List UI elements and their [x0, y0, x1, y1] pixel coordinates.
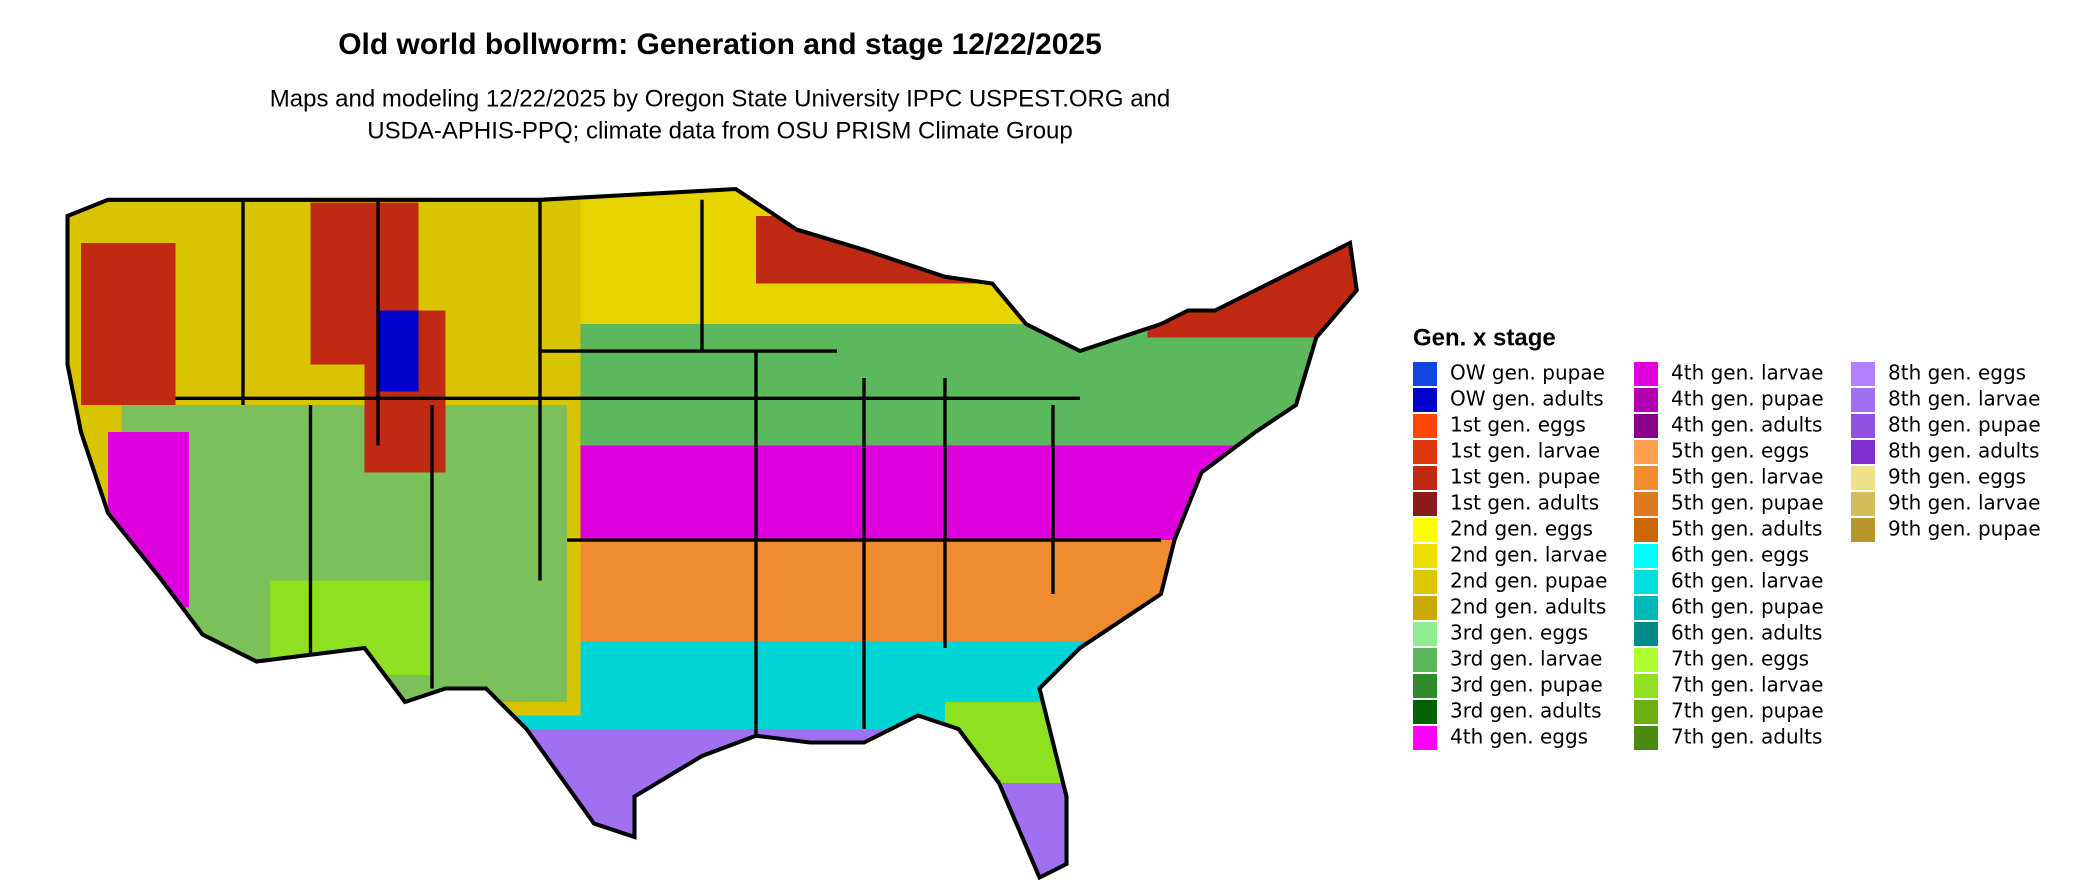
legend-label: 4th gen. adults	[1671, 413, 1822, 437]
legend-swatch	[1634, 622, 1658, 646]
legend-swatch	[1413, 362, 1437, 386]
legend-swatch	[1413, 414, 1437, 438]
subtitle: Maps and modeling 12/22/2025 by Oregon S…	[270, 85, 1170, 112]
legend-swatch	[1634, 466, 1658, 490]
legend-swatch	[1413, 440, 1437, 464]
legend-swatch	[1851, 414, 1875, 438]
legend-swatch	[1634, 518, 1658, 542]
legend-swatch	[1413, 466, 1437, 490]
subtitle: USDA-APHIS-PPQ; climate data from OSU PR…	[367, 117, 1073, 144]
legend-swatch	[1413, 544, 1437, 568]
legend-label: 7th gen. eggs	[1671, 647, 1809, 671]
legend-swatch	[1634, 570, 1658, 594]
legend-label: 6th gen. adults	[1671, 621, 1822, 645]
legend-swatch	[1413, 596, 1437, 620]
legend-label: 3rd gen. pupae	[1450, 673, 1603, 697]
legend-title: Gen. x stage	[1413, 324, 1556, 351]
legend-label: 6th gen. eggs	[1671, 543, 1809, 567]
legend-label: 3rd gen. larvae	[1450, 647, 1602, 671]
legend-label: 1st gen. larvae	[1450, 439, 1600, 463]
legend-label: 5th gen. pupae	[1671, 491, 1824, 515]
legend-label: 7th gen. adults	[1671, 725, 1822, 749]
legend-swatch	[1851, 440, 1875, 464]
legend-label: 2nd gen. pupae	[1450, 569, 1607, 593]
legend-swatch	[1851, 388, 1875, 412]
legend-label: 8th gen. eggs	[1888, 361, 2026, 385]
legend-swatch	[1413, 622, 1437, 646]
legend-label: 4th gen. eggs	[1450, 725, 1588, 749]
legend-swatch	[1634, 700, 1658, 724]
legend-swatch	[1413, 388, 1437, 412]
legend-label: 4th gen. pupae	[1671, 387, 1824, 411]
legend-swatch	[1413, 648, 1437, 672]
legend-swatch	[1851, 518, 1875, 542]
legend-label: 9th gen. eggs	[1888, 465, 2026, 489]
legend-swatch	[1851, 466, 1875, 490]
legend-swatch	[1413, 674, 1437, 698]
legend-swatch	[1634, 440, 1658, 464]
legend-label: 8th gen. larvae	[1888, 387, 2040, 411]
legend-swatch	[1634, 544, 1658, 568]
legend-swatch	[1851, 492, 1875, 516]
legend-label: 1st gen. pupae	[1450, 465, 1600, 489]
legend-label: OW gen. adults	[1450, 387, 1604, 411]
legend-label: 7th gen. pupae	[1671, 699, 1824, 723]
legend-label: 5th gen. eggs	[1671, 439, 1809, 463]
legend-swatch	[1413, 492, 1437, 516]
legend-label: 3rd gen. eggs	[1450, 621, 1588, 645]
legend-swatch	[1634, 726, 1658, 750]
legend-swatch	[1634, 648, 1658, 672]
map	[65, 186, 1359, 881]
legend-label: 8th gen. adults	[1888, 439, 2039, 463]
legend-label: 8th gen. pupae	[1888, 413, 2041, 437]
legend-label: 2nd gen. eggs	[1450, 517, 1593, 541]
legend-label: 1st gen. adults	[1450, 491, 1599, 515]
legend-swatch	[1413, 700, 1437, 724]
legend-swatch	[1413, 726, 1437, 750]
legend-swatch	[1634, 492, 1658, 516]
legend-swatch	[1634, 388, 1658, 412]
legend-label: OW gen. pupae	[1450, 361, 1605, 385]
legend-label: 7th gen. larvae	[1671, 673, 1823, 697]
legend-label: 4th gen. larvae	[1671, 361, 1823, 385]
legend-swatch	[1634, 596, 1658, 620]
legend-label: 9th gen. larvae	[1888, 491, 2040, 515]
legend-label: 3rd gen. adults	[1450, 699, 1601, 723]
legend-label: 5th gen. larvae	[1671, 465, 1823, 489]
legend-swatch	[1634, 414, 1658, 438]
legend-label: 5th gen. adults	[1671, 517, 1822, 541]
legend-label: 2nd gen. adults	[1450, 595, 1606, 619]
legend-swatch	[1634, 674, 1658, 698]
title: Old world bollworm: Generation and stage…	[338, 28, 1102, 61]
legend-label: 1st gen. eggs	[1450, 413, 1586, 437]
legend-swatch	[1413, 518, 1437, 542]
legend-swatch	[1851, 362, 1875, 386]
legend-swatch	[1413, 570, 1437, 594]
legend-label: 6th gen. pupae	[1671, 595, 1824, 619]
legend-label: 2nd gen. larvae	[1450, 543, 1607, 567]
legend-label: 6th gen. larvae	[1671, 569, 1823, 593]
legend-label: 9th gen. pupae	[1888, 517, 2041, 541]
legend-swatch	[1634, 362, 1658, 386]
